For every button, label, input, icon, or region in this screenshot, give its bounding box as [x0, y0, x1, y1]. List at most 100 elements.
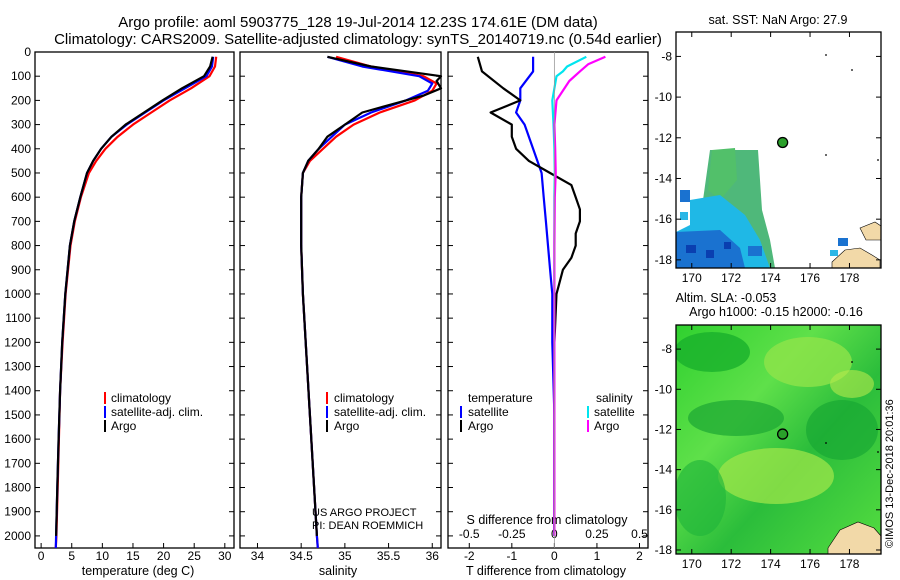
sst-cell	[748, 246, 762, 256]
depth-tick-label: 500	[11, 166, 31, 180]
map-lat-label: -14	[655, 171, 673, 185]
map-lon-label: 178	[839, 271, 859, 285]
island-coastline	[827, 521, 881, 554]
island-dot	[825, 442, 827, 444]
depth-tick-label: 300	[11, 118, 31, 132]
sla-patch	[676, 332, 750, 372]
island-dot	[825, 154, 827, 156]
x-tick-label: 10	[96, 549, 110, 563]
x-tick-label: 36	[426, 549, 440, 563]
series-line-t-satellite	[514, 56, 556, 536]
island-dot	[877, 451, 879, 453]
depth-tick-label: 700	[11, 214, 31, 228]
salinity-series	[300, 55, 443, 549]
sst-map-axes: -8 -10 -12 -14 -16 -18 170 172 174 176 178	[655, 32, 881, 285]
sst-cell	[680, 190, 690, 202]
depth-tick-label: 1000	[4, 287, 31, 301]
temperature-xlabel: temperature (deg C)	[82, 564, 195, 578]
map-lat-label: -8	[661, 49, 672, 63]
argo-float-marker	[776, 136, 789, 149]
map-lat-label: -10	[655, 90, 673, 104]
difference-series	[476, 52, 606, 548]
x-tick-label: -2	[464, 549, 475, 563]
depth-tick-label: 200	[11, 93, 31, 107]
series-line-argo	[55, 56, 214, 536]
sla-patch	[764, 337, 852, 387]
sst-cell	[680, 212, 688, 220]
series-line-satellite-adj-clim-	[300, 55, 434, 549]
x-tick-label: 0	[551, 549, 558, 563]
difference-panel-frame	[447, 51, 649, 549]
series-line-satellite-adj-clim-	[54, 56, 215, 549]
sst-cold-cell	[724, 242, 731, 249]
depth-tick-label: 1800	[4, 481, 31, 495]
depth-tick-label: 1200	[4, 335, 31, 349]
series-line-t-argo	[476, 56, 582, 536]
series-line-climatology	[300, 55, 438, 549]
legend-title-temperature: temperature	[468, 391, 533, 405]
legend-label-argo: Argo	[111, 419, 137, 433]
temperature-legend: climatology satellite-adj. clim. Argo	[104, 391, 203, 433]
depth-tick-label: 1900	[4, 505, 31, 519]
map-lon-label: 172	[721, 557, 741, 571]
s-tick-label: -0.25	[498, 527, 526, 541]
depth-tick-label: 600	[11, 190, 31, 204]
x-tick-label: 15	[126, 549, 140, 563]
depth-tick-label: 1500	[4, 408, 31, 422]
island-dot	[877, 159, 879, 161]
map-lon-label: 178	[839, 557, 859, 571]
legend-label-s-argo: Argo	[594, 419, 620, 433]
x-tick-label: 34	[251, 549, 265, 563]
difference-legend: temperature salinity satellite Argo sate…	[460, 391, 635, 433]
sla-patch	[718, 448, 834, 504]
island-dot	[825, 54, 827, 56]
map-lon-label: 174	[761, 271, 781, 285]
map-lon-label: 176	[800, 557, 820, 571]
x-tick-label: 2	[636, 549, 643, 563]
depth-tick-label: 1700	[4, 456, 31, 470]
map-lon-label: 172	[721, 271, 741, 285]
legend-label-t-satellite: satellite	[468, 405, 509, 419]
depth-tick-label: 900	[11, 263, 31, 277]
island-dot	[851, 69, 853, 71]
sst-map-field	[676, 54, 881, 268]
salinity-x-axis: 34 34.5 35 35.5 36	[251, 543, 439, 563]
sla-patch	[830, 370, 874, 398]
s-tick-label: 0.5	[631, 527, 648, 541]
x-tick-label: 20	[157, 549, 171, 563]
map-lon-label: 174	[761, 557, 781, 571]
map-lat-label: -14	[655, 463, 673, 477]
depth-tick-label: 1100	[5, 311, 31, 325]
title-line-1: Argo profile: aoml 5903775_128 19-Jul-20…	[118, 14, 597, 31]
map-lat-label: -16	[655, 503, 673, 517]
project-annotation-1: US ARGO PROJECT	[312, 507, 417, 519]
series-line-climatology	[54, 56, 218, 549]
map-lat-label: -8	[661, 342, 672, 356]
argo-float-marker	[776, 428, 789, 440]
map-lat-label: -12	[655, 131, 673, 145]
x-tick-label: 25	[188, 549, 202, 563]
s-tick-label: 0.25	[585, 527, 609, 541]
sst-map-frame	[675, 31, 882, 269]
difference-xlabel: T difference from climatology	[466, 564, 627, 578]
sst-cell	[838, 238, 848, 246]
sst-cold-cell	[706, 250, 714, 258]
sla-map-title-1: Altim. SLA: -0.053	[676, 291, 777, 305]
depth-axis: 0 100 200 300 400 500 600 700 800 900 1000 1100 1200…	[4, 45, 648, 543]
map-lat-label: -10	[655, 382, 673, 396]
project-annotation-2: PI: DEAN ROEMMICH	[312, 520, 423, 532]
depth-tick-label: 100	[11, 69, 31, 83]
island-dot	[851, 361, 853, 363]
salinity-panel-frame	[239, 51, 442, 549]
legend-label-climatology: climatology	[111, 391, 171, 405]
depth-tick-label: 1600	[4, 432, 31, 446]
depth-tick-label: 800	[11, 239, 31, 253]
legend-label-s-satellite: satellite	[594, 405, 635, 419]
x-tick-label: 1	[594, 549, 601, 563]
title-line-2: Climatology: CARS2009. Satellite-adjuste…	[54, 31, 662, 48]
legend-label-argo: Argo	[334, 419, 360, 433]
sla-patch	[688, 400, 784, 436]
series-line-s-argo	[553, 55, 606, 536]
depth-tick-label: 400	[11, 142, 31, 156]
x-tick-label: 35.5	[377, 549, 401, 563]
